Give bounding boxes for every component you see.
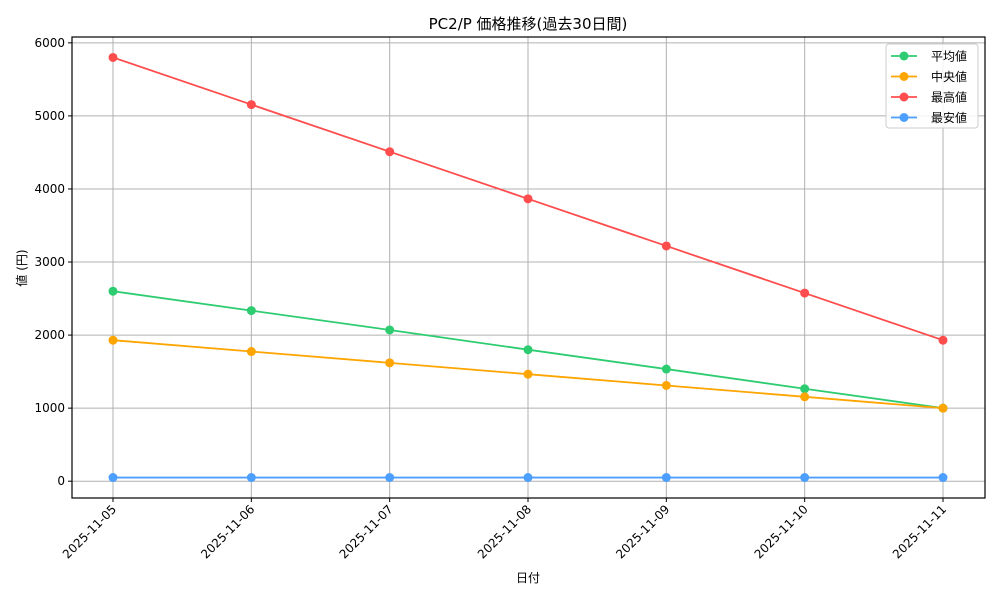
x-tick-label: 2025-11-10 — [752, 502, 811, 561]
data-point — [108, 52, 118, 62]
x-tick-label: 2025-11-06 — [198, 502, 257, 561]
legend-marker — [899, 51, 909, 61]
data-point — [108, 473, 118, 483]
data-point — [661, 364, 671, 374]
data-point — [246, 306, 256, 316]
y-tick-label: 1000 — [34, 401, 65, 415]
data-point — [108, 286, 118, 296]
legend-label: 平均値 — [931, 49, 967, 64]
y-axis-label: 値 (円) — [14, 249, 29, 286]
x-tick-label: 2025-11-09 — [613, 502, 672, 561]
x-ticks: 2025-11-05 2025-11-06 2025-11-07 2025-11-08… — [60, 498, 949, 561]
data-point — [385, 147, 395, 157]
y-tick-label: 4000 — [34, 182, 65, 196]
data-point — [800, 384, 810, 394]
chart-title: PC2/P 価格推移(過去30日間) — [429, 15, 628, 33]
data-point — [523, 473, 533, 483]
data-point — [661, 241, 671, 251]
data-point — [108, 335, 118, 345]
legend-marker — [899, 113, 909, 122]
x-tick-label: 2025-11-05 — [60, 502, 119, 561]
y-tick-label: 5000 — [34, 109, 65, 123]
data-point — [661, 473, 671, 483]
data-point — [938, 473, 948, 483]
y-ticks: 0 1000 2000 3000 4000 5000 6000 — [34, 36, 72, 488]
series-group — [108, 52, 948, 483]
data-point — [938, 403, 948, 413]
x-tick-label: 2025-11-07 — [337, 502, 396, 561]
data-point — [385, 358, 395, 368]
x-tick-label: 2025-11-11 — [890, 502, 949, 561]
x-axis-label: 日付 — [516, 571, 540, 585]
data-point — [523, 194, 533, 204]
data-point — [800, 392, 810, 402]
legend-marker — [899, 92, 909, 102]
legend-label: 最安値 — [931, 110, 967, 125]
legend-label: 最高値 — [931, 90, 967, 105]
data-point — [523, 345, 533, 355]
data-point — [385, 473, 395, 483]
y-tick-label: 6000 — [34, 36, 65, 50]
data-point — [800, 288, 810, 298]
y-tick-label: 0 — [57, 474, 65, 488]
data-point — [661, 380, 671, 390]
y-tick-label: 2000 — [34, 328, 65, 342]
data-point — [246, 473, 256, 483]
x-tick-label: 2025-11-08 — [475, 502, 534, 561]
data-point — [246, 347, 256, 357]
data-point — [938, 335, 948, 345]
legend-marker — [899, 72, 909, 81]
data-point — [246, 100, 256, 110]
data-point — [385, 325, 395, 335]
data-point — [523, 369, 533, 379]
legend-label: 中央値 — [931, 69, 967, 84]
legend-box — [885, 43, 979, 129]
data-point — [800, 473, 810, 483]
grid — [72, 37, 985, 498]
y-tick-label: 3000 — [34, 255, 65, 269]
